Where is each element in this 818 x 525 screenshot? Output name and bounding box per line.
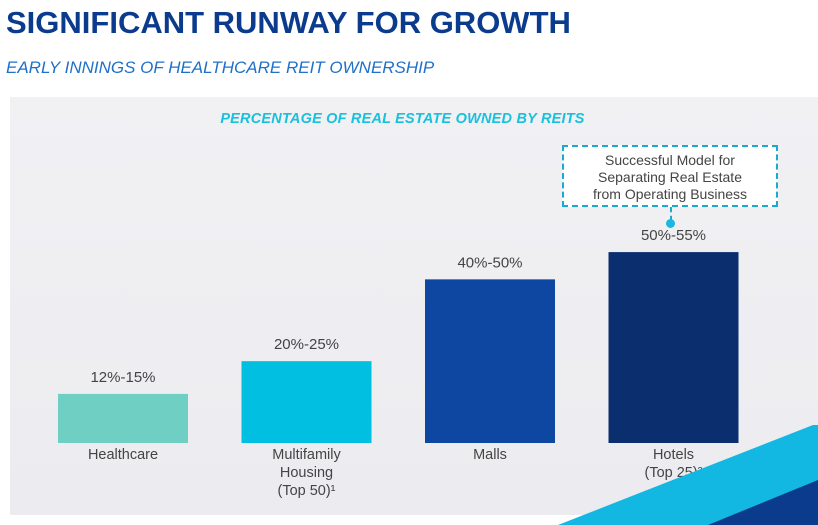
page-title: SIGNIFICANT RUNWAY FOR GROWTH	[6, 5, 571, 40]
category-label-0-0: Healthcare	[88, 447, 158, 463]
bar-label-0: 12%-15%	[90, 369, 155, 386]
category-label-2-0: Malls	[473, 447, 507, 463]
category-label-1-2: (Top 50)¹	[277, 483, 335, 499]
category-label-1-1: Housing	[280, 465, 333, 481]
bar-label-1: 20%-25%	[274, 336, 339, 353]
bar-2	[425, 279, 555, 443]
bar-0	[58, 393, 188, 443]
bar-3	[608, 252, 739, 443]
callout-line-2: Separating Real Estate	[598, 169, 742, 185]
page-subtitle: EARLY INNINGS OF HEALTHCARE REIT OWNERSH…	[6, 58, 435, 77]
callout-line-1: Successful Model for	[605, 152, 735, 168]
bar-label-2: 40%-50%	[457, 254, 522, 271]
callout-box: Successful Model for Separating Real Est…	[562, 145, 778, 207]
corner-accent	[558, 425, 818, 525]
bar-label-3: 50%-55%	[641, 227, 706, 244]
callout-line-3: from Operating Business	[592, 186, 748, 202]
category-label-1-0: Multifamily	[272, 447, 341, 463]
bar-1	[241, 361, 372, 443]
category-label-3-0: Hotels	[653, 447, 694, 463]
chart-title: PERCENTAGE OF REAL ESTATE OWNED BY REITS	[220, 111, 585, 127]
callout-dot	[666, 219, 675, 228]
callout-connector	[670, 207, 672, 221]
